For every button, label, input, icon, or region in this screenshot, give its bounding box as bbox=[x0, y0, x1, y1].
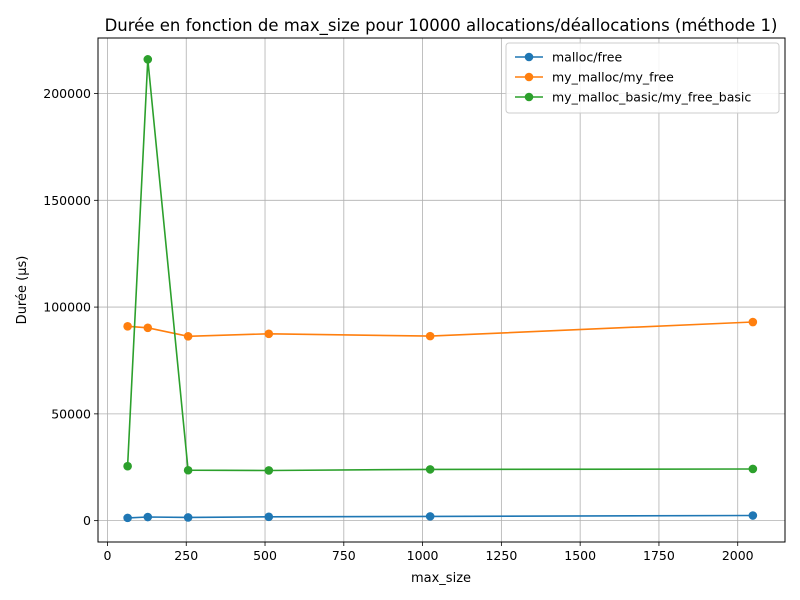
data-point bbox=[183, 332, 193, 341]
data-point bbox=[143, 323, 153, 333]
data-point bbox=[264, 329, 274, 339]
series-layer bbox=[123, 55, 758, 523]
data-point bbox=[425, 331, 435, 341]
data-point bbox=[264, 466, 274, 475]
data-point bbox=[143, 55, 153, 64]
series-my-malloc-my-free bbox=[123, 317, 758, 341]
legend-box bbox=[505, 42, 780, 114]
y-tick-label: 150000 bbox=[43, 193, 91, 208]
plot-area-frame bbox=[97, 37, 786, 543]
y-tick-label: 50000 bbox=[51, 406, 91, 421]
data-point bbox=[748, 464, 758, 474]
x-tick-label: 1000 bbox=[407, 548, 439, 563]
data-point bbox=[425, 465, 435, 474]
chart-title: Durée en fonction de max_size pour 10000… bbox=[105, 16, 778, 36]
legend-marker bbox=[524, 52, 534, 62]
y-tick-label: 100000 bbox=[43, 300, 91, 315]
x-axis: 0 250 500 750 1000 1250 1500 1750 2000 bbox=[103, 542, 754, 563]
x-tick-label: 1750 bbox=[643, 548, 675, 563]
data-point bbox=[143, 512, 153, 522]
legend-label: malloc/free bbox=[552, 50, 622, 65]
x-tick-label: 500 bbox=[253, 548, 277, 563]
data-point bbox=[748, 317, 758, 327]
y-axis-label: Durée (µs) bbox=[15, 256, 30, 325]
x-tick-label: 1500 bbox=[564, 548, 596, 563]
y-tick-label: 200000 bbox=[43, 86, 91, 101]
x-tick-label: 2000 bbox=[722, 548, 754, 563]
data-point bbox=[183, 465, 193, 475]
legend-marker bbox=[524, 72, 534, 82]
data-point bbox=[425, 512, 435, 521]
series-malloc-free bbox=[123, 511, 758, 523]
x-tick-label: 0 bbox=[103, 548, 111, 563]
x-tick-label: 750 bbox=[332, 548, 356, 563]
series-my-malloc-basic-my-free-basic bbox=[123, 55, 758, 475]
data-point bbox=[123, 322, 132, 331]
data-point bbox=[123, 461, 132, 471]
grid bbox=[98, 38, 785, 542]
data-point bbox=[183, 513, 193, 522]
y-axis: 0 50000 100000 150000 200000 bbox=[43, 86, 98, 528]
legend-label: my_malloc/my_free bbox=[552, 70, 674, 85]
data-point bbox=[123, 513, 132, 523]
data-point bbox=[748, 511, 758, 520]
x-tick-label: 250 bbox=[174, 548, 198, 563]
legend: malloc/free my_malloc/my_free my_malloc_ba… bbox=[505, 42, 780, 114]
y-tick-label: 0 bbox=[83, 513, 91, 528]
legend-marker bbox=[524, 92, 534, 102]
series-line bbox=[126, 59, 753, 472]
x-axis-label: max_size bbox=[411, 571, 471, 586]
data-point bbox=[264, 512, 274, 522]
x-tick-label: 1250 bbox=[485, 548, 517, 563]
legend-label: my_malloc_basic/my_free_basic bbox=[552, 90, 751, 105]
